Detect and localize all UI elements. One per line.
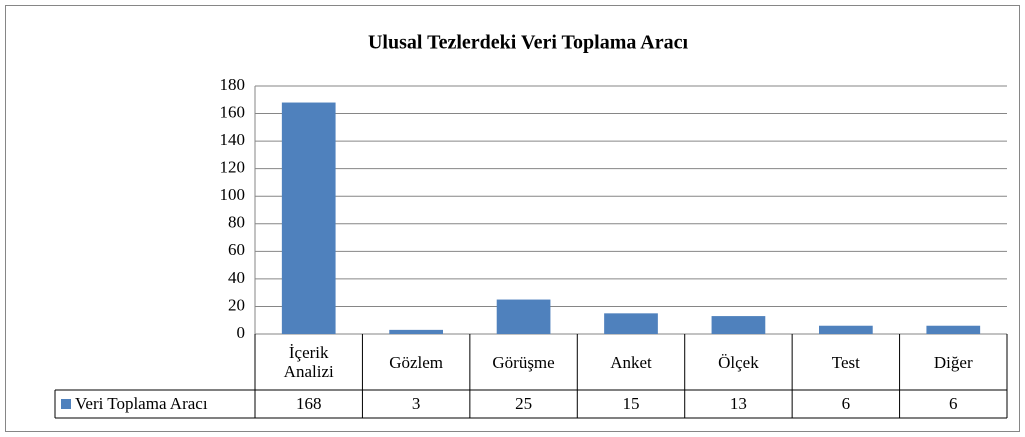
x-tick-label-box: Görüşme <box>470 334 577 390</box>
x-tick-label: Ölçek <box>685 334 792 390</box>
x-tick-label-text: İçerik Analizi <box>283 343 334 381</box>
x-tick-label-text: Diğer <box>933 352 973 372</box>
chart-border <box>5 5 1020 432</box>
table-value: 15 <box>623 394 640 413</box>
table-value: 168 <box>296 394 322 413</box>
x-tick-label: Test <box>792 334 899 390</box>
x-tick-label: Görüşme <box>470 334 577 390</box>
legend-label: Veri Toplama Aracı <box>75 394 208 413</box>
x-tick-label: Diğer <box>900 334 1007 390</box>
bar <box>819 325 873 334</box>
x-tick-label-text: Gözlem <box>389 352 444 372</box>
x-tick-label: Gözlem <box>362 334 469 390</box>
x-tick-label-box: Diğer <box>900 334 1007 390</box>
x-tick-label-box: Ölçek <box>685 334 792 390</box>
table-value: 6 <box>842 394 851 413</box>
x-tick-label-box: Anket <box>577 334 684 390</box>
y-tick-label: 160 <box>220 102 246 121</box>
y-tick-label: 100 <box>220 185 246 204</box>
x-tick-label-text: Ölçek <box>718 352 759 372</box>
x-tick-label: İçerik Analizi <box>255 334 362 390</box>
x-tick-label-box: İçerik Analizi <box>255 334 362 390</box>
x-tick-label-text: Anket <box>610 352 652 372</box>
x-tick-label: Anket <box>577 334 684 390</box>
y-tick-label: 20 <box>228 295 245 314</box>
x-tick-label-text: Test <box>831 352 860 372</box>
chart-title: Ulusal Tezlerdeki Veri Toplama Aracı <box>368 32 688 54</box>
table-value: 13 <box>730 394 747 413</box>
table-value: 3 <box>412 394 421 413</box>
bar <box>281 102 336 335</box>
bar <box>926 325 981 334</box>
y-tick-label: 80 <box>228 213 245 232</box>
legend-swatch <box>61 399 71 409</box>
table-value: 6 <box>949 394 958 413</box>
x-tick-label-text: Görüşme <box>492 352 555 372</box>
y-tick-label: 180 <box>220 75 246 94</box>
table-value: 25 <box>515 394 532 413</box>
x-tick-label-box: Test <box>792 334 899 390</box>
bar <box>711 316 766 334</box>
y-tick-label: 140 <box>220 130 246 149</box>
y-tick-label: 40 <box>228 268 245 287</box>
y-tick-label: 120 <box>220 158 246 177</box>
bar <box>496 299 551 334</box>
y-tick-label: 0 <box>237 323 246 342</box>
y-tick-label: 60 <box>228 240 245 259</box>
x-tick-label-box: Gözlem <box>362 334 469 390</box>
bar <box>389 329 443 334</box>
bar <box>604 313 658 334</box>
